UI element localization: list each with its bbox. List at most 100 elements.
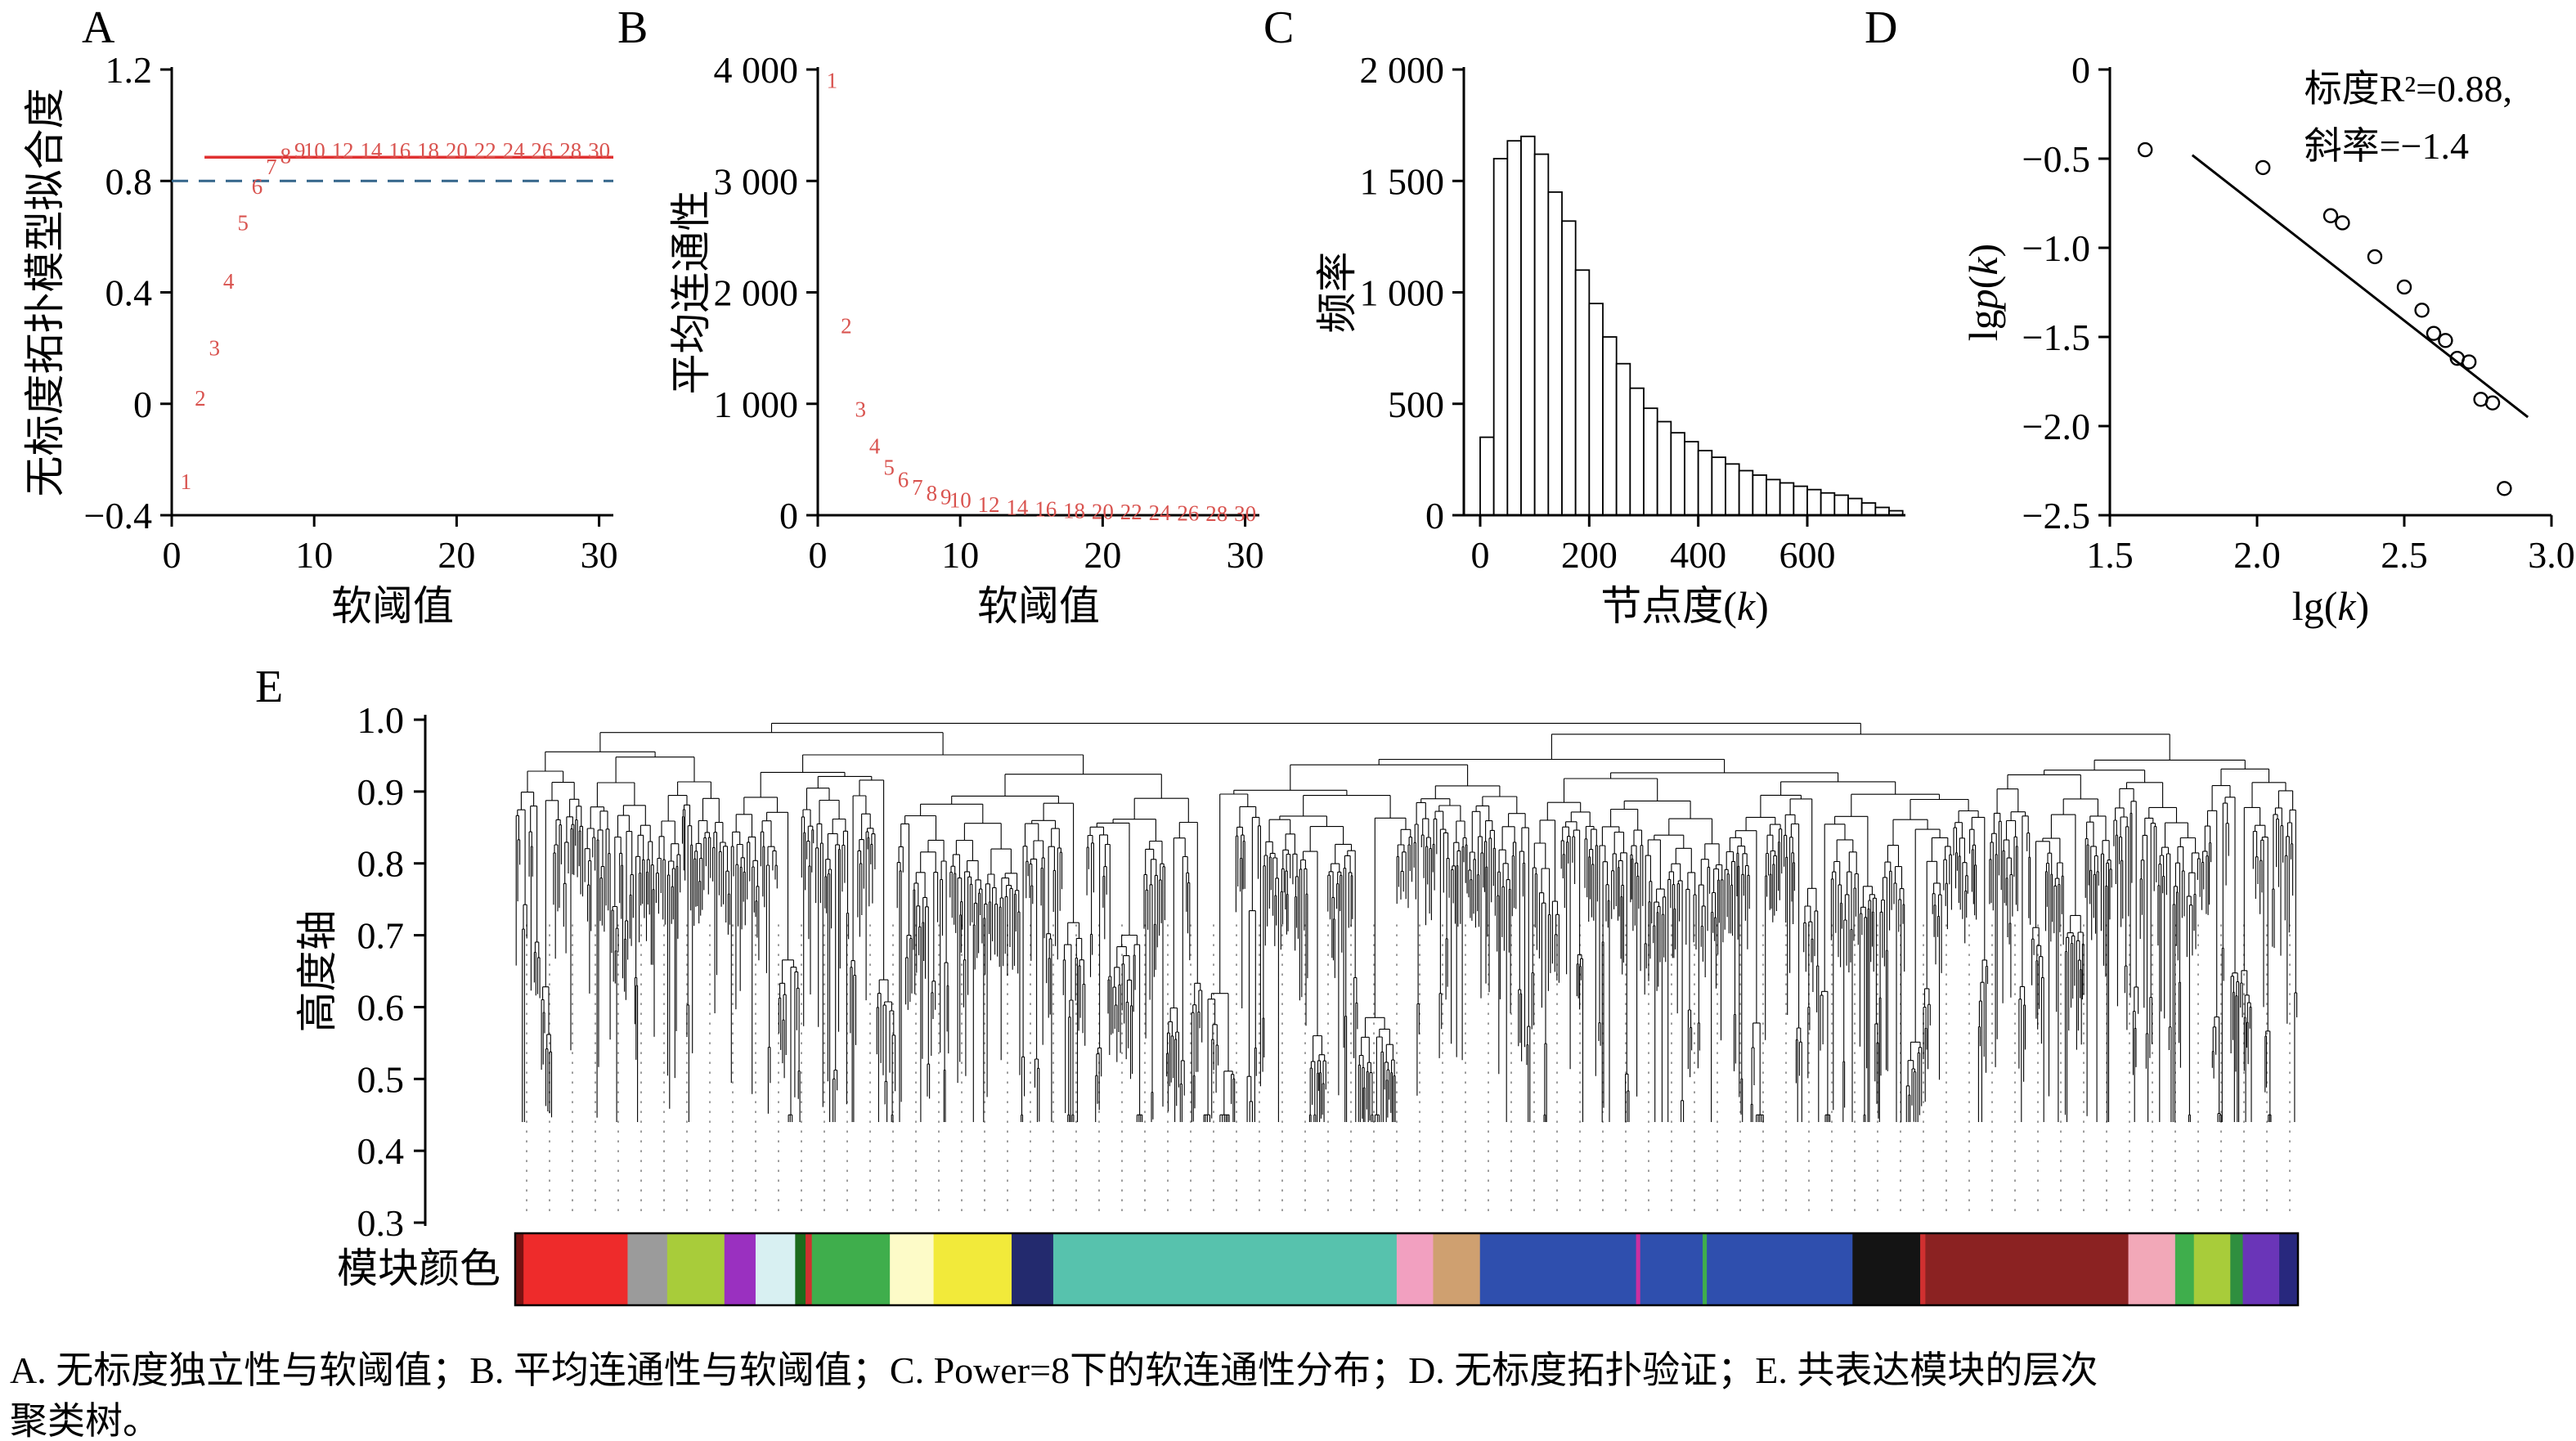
y-tick-label: 0 — [1425, 495, 1444, 536]
y-tick-label: 0.3 — [357, 1202, 405, 1244]
height-axis: 1.0 0.9 0.8 0.7 0.6 0.5 0.4 0.3 高度轴 — [294, 699, 427, 1244]
module-color-segment — [1640, 1233, 1703, 1305]
panel-c-degree-histogram: 0 200 400 600 2 000 1 500 1 000 500 0 节点度(k) 频率 — [1314, 49, 1905, 629]
module-color-segment — [2242, 1233, 2280, 1305]
y-tick-label: −0.4 — [84, 495, 152, 536]
module-color-segment — [627, 1233, 668, 1305]
histogram-bar — [1860, 502, 1877, 516]
annotation-line-2: 斜率=−1.4 — [2304, 125, 2469, 167]
module-color-segment — [811, 1233, 891, 1305]
module-color-segment — [1707, 1233, 1853, 1305]
module-color-segment — [1920, 1233, 1927, 1305]
power-point: 4 — [223, 269, 235, 294]
power-point: 26 — [1177, 501, 1199, 525]
x-tick-label: 30 — [581, 534, 618, 576]
power-point: 10 — [949, 488, 972, 513]
histogram-bar — [1806, 488, 1822, 516]
y-tick-label: 1.0 — [357, 699, 405, 741]
module-color-segment — [755, 1233, 796, 1305]
data-point — [2137, 141, 2153, 158]
histogram-bar — [1588, 303, 1604, 516]
regression-line — [2191, 154, 2529, 419]
histogram-bar — [1725, 463, 1740, 516]
module-color-segment — [523, 1233, 629, 1305]
module-color-segment — [2230, 1233, 2244, 1305]
histogram-bar — [1793, 485, 1808, 516]
y-axis-label: lgp(k) — [1960, 244, 2006, 341]
panel-label-d: D — [1865, 2, 1898, 53]
y-tick-label: −1.0 — [2022, 227, 2090, 269]
histogram-bar — [1697, 450, 1713, 516]
power-point: 26 — [531, 138, 553, 163]
power-point: 28 — [1205, 501, 1227, 526]
histogram-bar — [1711, 456, 1726, 516]
module-color-segment — [1636, 1233, 1641, 1305]
power-point: 10 — [303, 138, 325, 163]
y-tick-label: 0.8 — [357, 843, 405, 885]
power-point: 8 — [927, 481, 938, 505]
y-tick-label: 3 000 — [714, 160, 799, 202]
power-point: 6 — [252, 174, 263, 199]
histogram-bar — [1574, 269, 1591, 516]
data-point — [2322, 208, 2339, 223]
y-tick-label: 0.4 — [357, 1130, 405, 1172]
panel-d-loglog-verification-chart: 1.5 2.0 2.5 3.0 0 −0.5 −1.0 −1.5 −2.0 −2.5 lg(k) lg… — [1960, 49, 2575, 629]
power-point: 16 — [1034, 497, 1057, 522]
data-points — [2137, 141, 2512, 496]
module-color-segment — [1433, 1233, 1481, 1305]
y-tick-label: −2.5 — [2022, 495, 2090, 536]
power-point: 22 — [1120, 500, 1142, 524]
y-axis-label: 无标度拓扑模型拟合度 — [22, 88, 68, 497]
power-point: 1 — [181, 469, 192, 494]
axes: 1.5 2.0 2.5 3.0 0 −0.5 −1.0 −1.5 −2.0 −2.5 lg(k) lg… — [1960, 49, 2575, 629]
data-point — [2462, 354, 2477, 370]
power-point: 30 — [588, 138, 610, 163]
y-tick-label: 0 — [2071, 49, 2090, 91]
x-tick-label: 2.0 — [2233, 534, 2281, 576]
x-tick-label: 30 — [1227, 534, 1264, 576]
y-tick-label: 0 — [133, 384, 152, 425]
histogram-bars — [1479, 135, 1904, 516]
x-tick-label: 200 — [1561, 534, 1618, 576]
x-tick-label: 10 — [295, 534, 333, 576]
power-point: 9 — [294, 138, 306, 163]
module-color-bar — [514, 1232, 2300, 1307]
module-color-segment — [1396, 1233, 1434, 1305]
data-point — [2426, 325, 2442, 341]
y-tick-label: 0.8 — [105, 160, 153, 202]
panel-label-c: C — [1263, 2, 1295, 53]
power-point: 8 — [280, 144, 292, 168]
panel-label-b: B — [617, 2, 648, 53]
histogram-bar — [1602, 336, 1618, 516]
y-tick-label: −1.5 — [2022, 316, 2090, 358]
x-tick-label: 0 — [1471, 534, 1490, 576]
module-color-segment — [1703, 1233, 1708, 1305]
power-point: 7 — [266, 155, 277, 179]
x-tick-label: 2.5 — [2381, 534, 2428, 576]
module-color-segment — [515, 1233, 524, 1305]
data-point — [2335, 215, 2350, 231]
power-point: 18 — [417, 138, 439, 163]
panel-label-e: E — [255, 662, 284, 712]
power-point: 1 — [827, 69, 837, 93]
module-color-segment — [2174, 1233, 2195, 1305]
histogram-bar — [1684, 441, 1699, 516]
histogram-bar — [1615, 362, 1631, 516]
module-color-label: 模块颜色 — [337, 1246, 500, 1291]
dendrogram-tree — [515, 722, 2298, 1122]
histogram-bar — [1561, 220, 1577, 516]
module-color-segment — [1852, 1233, 1921, 1305]
power-point: 12 — [332, 138, 354, 163]
x-tick-label: 0 — [163, 534, 182, 576]
caption-line-2: 聚类树。 — [10, 1400, 160, 1441]
power-point: 2 — [195, 386, 206, 411]
histogram-bar — [1833, 494, 1849, 516]
power-point: 30 — [1234, 501, 1256, 526]
x-tick-label: 20 — [438, 534, 475, 576]
data-point — [2414, 303, 2430, 318]
